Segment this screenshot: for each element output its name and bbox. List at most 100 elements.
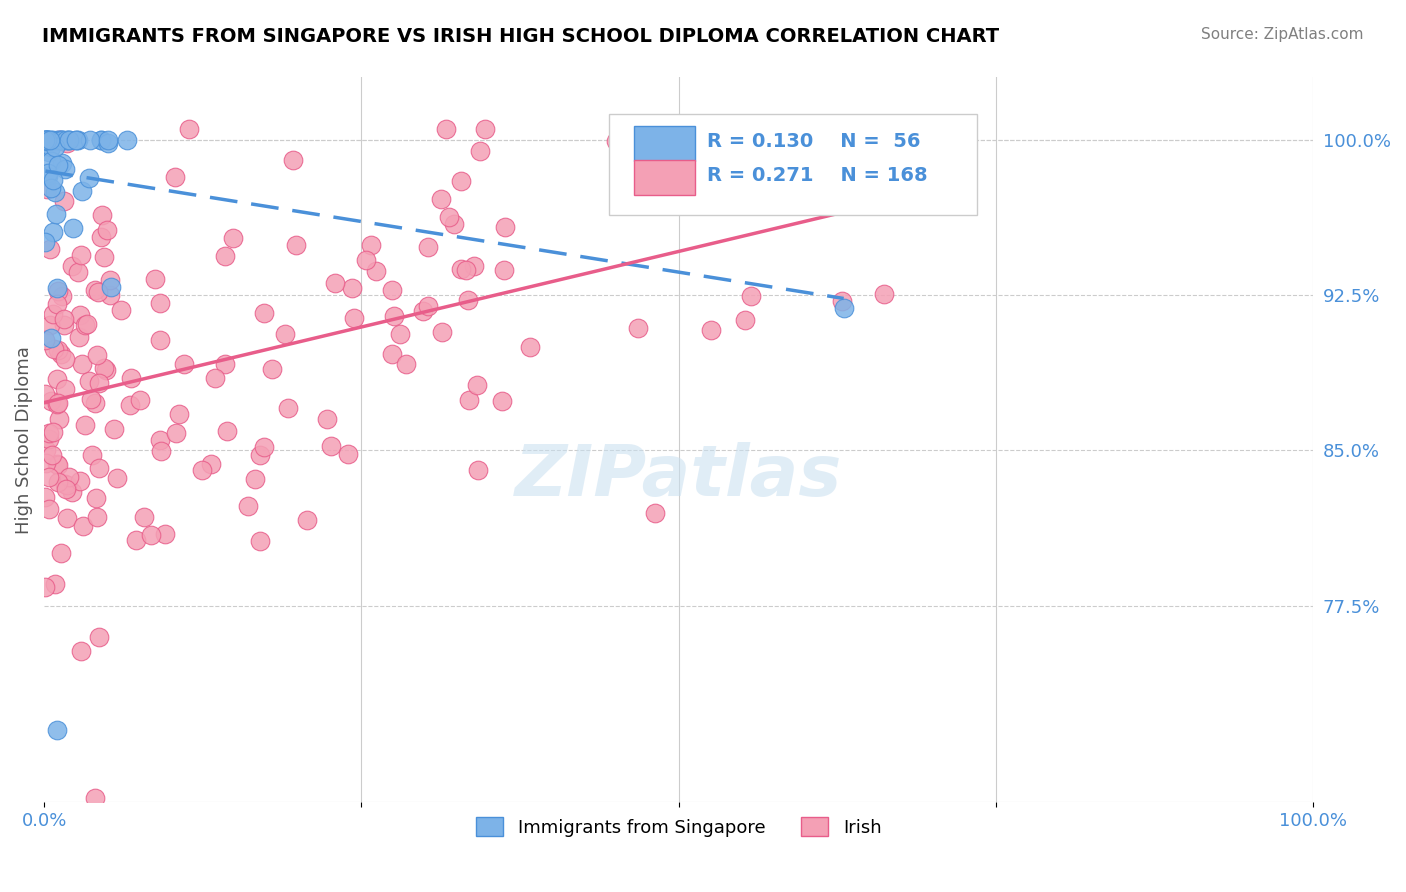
Irish xyxy=(98,273,121,287)
Singapore xyxy=(46,158,69,172)
Irish xyxy=(53,477,76,491)
Irish xyxy=(284,237,307,252)
Irish xyxy=(249,448,271,462)
Irish xyxy=(93,250,115,264)
Irish xyxy=(46,297,69,311)
Irish xyxy=(204,370,226,384)
Irish xyxy=(277,401,299,415)
Irish xyxy=(80,448,103,462)
Irish xyxy=(83,396,105,410)
Irish xyxy=(87,630,110,644)
Singapore xyxy=(65,132,87,146)
Irish xyxy=(67,264,90,278)
Irish xyxy=(143,272,166,286)
Irish xyxy=(38,242,60,256)
Irish xyxy=(831,293,853,308)
Irish xyxy=(214,249,236,263)
Irish xyxy=(155,526,177,541)
Irish xyxy=(200,457,222,471)
Irish xyxy=(217,424,239,438)
Irish xyxy=(740,289,762,303)
Singapore xyxy=(58,132,80,146)
Irish xyxy=(434,122,457,136)
Irish xyxy=(139,528,162,542)
Irish xyxy=(49,347,72,361)
Irish xyxy=(51,289,73,303)
Irish xyxy=(103,422,125,436)
Irish xyxy=(238,500,260,514)
Singapore xyxy=(39,132,62,146)
Irish xyxy=(165,170,187,185)
Irish xyxy=(439,211,461,225)
Singapore xyxy=(46,281,69,295)
Singapore xyxy=(39,139,62,153)
Irish xyxy=(494,220,516,235)
Singapore xyxy=(37,169,59,184)
Singapore xyxy=(58,132,80,146)
Irish xyxy=(494,263,516,277)
Irish xyxy=(340,281,363,295)
Irish xyxy=(354,253,377,268)
Singapore xyxy=(67,132,90,146)
Irish xyxy=(120,398,142,412)
Singapore xyxy=(62,220,84,235)
Irish xyxy=(395,357,418,371)
Singapore xyxy=(72,185,94,199)
Irish xyxy=(34,334,56,348)
Irish xyxy=(60,485,83,500)
Singapore xyxy=(97,136,120,151)
Irish xyxy=(72,357,94,371)
Irish xyxy=(465,378,488,392)
Singapore xyxy=(51,156,73,170)
Irish xyxy=(105,471,128,485)
Irish xyxy=(416,299,439,313)
Irish xyxy=(627,321,650,335)
Irish xyxy=(129,392,152,407)
Singapore xyxy=(38,132,60,146)
Irish xyxy=(41,136,63,150)
Irish xyxy=(468,144,491,158)
Singapore xyxy=(39,331,62,345)
Singapore xyxy=(34,235,56,249)
Irish xyxy=(72,519,94,533)
Irish xyxy=(76,317,98,331)
Singapore xyxy=(832,301,855,315)
Irish xyxy=(93,361,115,376)
Irish xyxy=(87,376,110,390)
Irish xyxy=(149,295,172,310)
Singapore xyxy=(56,132,79,146)
Irish xyxy=(52,194,75,208)
Irish xyxy=(39,394,62,409)
Irish xyxy=(96,223,118,237)
Irish xyxy=(80,392,103,406)
Text: R = 0.271    N = 168: R = 0.271 N = 168 xyxy=(707,166,927,185)
Irish xyxy=(34,580,56,594)
Text: R = 0.130    N =  56: R = 0.130 N = 56 xyxy=(707,132,920,151)
Irish xyxy=(450,174,472,188)
Singapore xyxy=(45,723,67,737)
Irish xyxy=(79,374,101,388)
Singapore xyxy=(51,132,73,146)
Singapore xyxy=(35,132,58,146)
Singapore xyxy=(39,181,62,195)
Singapore xyxy=(39,153,62,168)
Irish xyxy=(39,318,62,332)
Singapore xyxy=(46,132,69,146)
Irish xyxy=(46,284,69,298)
Irish xyxy=(35,182,58,196)
Irish xyxy=(86,510,108,524)
Irish xyxy=(474,122,496,136)
FancyBboxPatch shape xyxy=(634,160,695,194)
Irish xyxy=(343,311,366,326)
Irish xyxy=(454,263,477,277)
Irish xyxy=(46,458,69,473)
Irish xyxy=(60,259,83,273)
Legend: Immigrants from Singapore, Irish: Immigrants from Singapore, Irish xyxy=(468,810,889,844)
Irish xyxy=(90,229,112,244)
Irish xyxy=(75,318,97,332)
Irish xyxy=(34,387,56,401)
Irish xyxy=(832,122,855,136)
Singapore xyxy=(65,132,87,146)
Irish xyxy=(41,448,63,462)
Irish xyxy=(222,231,245,245)
